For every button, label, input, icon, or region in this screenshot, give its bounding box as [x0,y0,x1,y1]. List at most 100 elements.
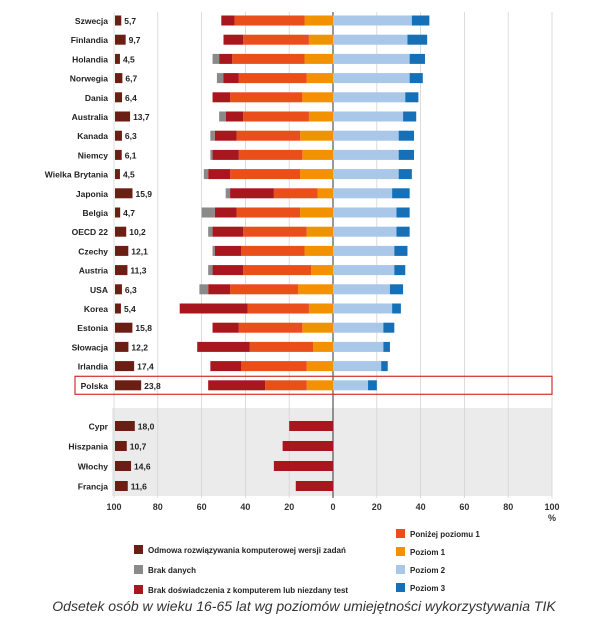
country-row-holandia: 4,5 Holandia [72,53,425,64]
noexp-bar-kanada [214,130,237,141]
level3-bar-wielka-brytania [398,169,412,180]
country-row-norwegia: 6,7 Norwegia [70,73,423,84]
below1-bar-usa [230,284,298,295]
country-row-finlandia: 9,7 Finlandia [71,34,428,45]
level2-bar-estonia [333,322,384,333]
level2-bar-korea [333,303,393,314]
country-label-hiszpania: Hiszpania [68,442,108,452]
country-row-slowacja: 12,2 Słowacja [72,341,390,352]
below1-bar-kanada [236,130,301,141]
noexp-bar-usa [208,284,231,295]
noexp-bar-francja [295,481,333,491]
country-row-wlochy: 14,6 Włochy [78,461,333,472]
legend-label-refused: Odmowa rozwiązywania komputerowej wersji… [148,546,346,555]
country-row-kanada: 6,3 Kanada [77,130,415,141]
missing-bar-usa [199,284,209,295]
level3-bar-czechy [394,245,408,256]
legend-label-level1: Poziom 1 [410,548,446,557]
refused-bar-slowacja [115,341,129,352]
tick-label: 60 [197,502,207,512]
x-unit-label: % [548,513,556,523]
noexp-bar-finlandia [223,34,244,45]
refused-value-slowacja: 12,2 [131,342,148,352]
refused-value-finlandia: 9,7 [129,35,141,45]
country-row-estonia: 15,8 Estonia [77,322,395,333]
below1-bar-estonia [238,322,303,333]
refused-bar-francja [115,481,128,491]
below1-bar-finlandia [243,34,309,45]
refused-bar-dania [115,92,123,103]
noexp-bar-slowacja [197,341,250,352]
tick-label: 80 [153,502,163,512]
level2-bar-wielka-brytania [333,169,399,180]
country-label-austria: Austria [79,266,109,276]
missing-bar-oecd-22 [208,226,213,237]
country-label-wlochy: Włochy [78,462,108,472]
level1-bar-estonia [302,322,333,333]
refused-bar-usa [115,284,122,295]
level1-bar-norwegia [306,73,333,84]
noexp-bar-austria [212,265,244,276]
legend-label-level2: Poziom 2 [410,566,446,575]
level1-bar-niemcy [302,149,333,160]
tick-label: 20 [284,502,294,512]
legend-swatch-level1 [396,547,405,556]
legend: Odmowa rozwiązywania komputerowej wersji… [134,529,480,595]
refused-value-estonia: 15,8 [135,323,152,333]
level3-bar-irlandia [381,361,388,372]
below1-bar-australia [243,111,309,122]
country-row-japonia: 15,9 Japonia [76,188,410,199]
country-label-szwecja: Szwecja [75,16,108,26]
country-row-polska: 23,8 Polska [74,375,553,395]
refused-bar-norwegia [115,73,123,84]
refused-bar-niemcy [115,149,122,160]
country-label-norwegia: Norwegia [70,74,109,84]
noexp-bar-czechy [214,245,242,256]
country-row-belgia: 4,7 Belgia [82,207,410,218]
level3-bar-finlandia [407,34,428,45]
tick-label: 100 [544,502,559,512]
refused-value-dania: 6,4 [125,93,137,103]
missing-bar-austria [208,265,213,276]
level2-bar-australia [333,111,404,122]
level3-bar-austria [394,265,406,276]
level1-bar-holandia [304,53,333,64]
level1-bar-irlandia [306,361,333,372]
tick-label: 0 [330,502,335,512]
refused-bar-hiszpania [115,441,127,451]
level2-bar-irlandia [333,361,382,372]
below1-bar-niemcy [238,149,303,160]
level1-bar-kanada [300,130,333,141]
noexp-bar-belgia [214,207,237,218]
noexp-bar-estonia [212,322,239,333]
noexp-bar-niemcy [212,149,239,160]
level2-bar-oecd-22 [333,226,397,237]
tick-label: 60 [459,502,469,512]
tick-label: 100 [106,502,121,512]
below1-bar-szwecja [234,15,305,26]
tick-label: 40 [240,502,250,512]
below1-bar-polska [265,380,307,391]
refused-bar-czechy [115,245,129,256]
noexp-bar-oecd-22 [212,226,244,237]
level2-bar-belgia [333,207,397,218]
refused-bar-estonia [115,322,133,333]
refused-value-norwegia: 6,7 [125,74,137,84]
refused-value-japonia: 15,9 [135,189,152,199]
noexp-bar-wielka-brytania [208,169,231,180]
refused-value-szwecja: 5,7 [124,16,136,26]
axis-ticks: 100 80 60 40 20 0 20 40 60 80 100% [106,502,559,523]
country-row-irlandia: 17,4 Irlandia [78,361,388,372]
level1-bar-usa [297,284,333,295]
missing-bar-niemcy [210,149,213,160]
level2-bar-austria [333,265,395,276]
country-label-niemcy: Niemcy [78,150,109,160]
noexp-bar-dania [212,92,231,103]
missing-bar-australia [219,111,226,122]
country-label-usa: USA [90,285,108,295]
level3-bar-polska [368,380,377,391]
level1-bar-polska [306,380,333,391]
country-label-australia: Australia [72,112,109,122]
level2-bar-czechy [333,245,395,256]
level3-bar-holandia [409,53,425,64]
